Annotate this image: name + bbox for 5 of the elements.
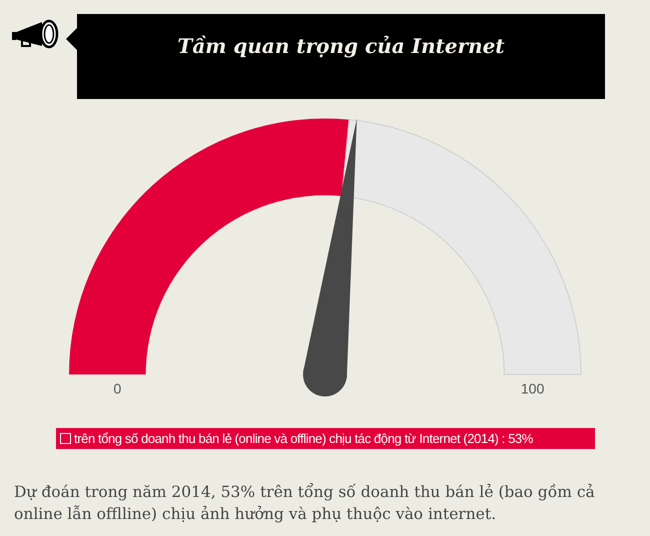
legend-label: trên tổng số doanh thu bán lẻ (online và offline) chịu tác động từ Internet (2014) : 53% (74, 430, 533, 448)
chart-title: Tầm quan trọng của Internet (176, 34, 506, 58)
text: 100 (520, 380, 544, 396)
text: 0 (114, 380, 122, 396)
text: Dự đoán trong năm 2014, 53% trên tổng số doanh thu bán lẻ (bao gồm cả online lẫn offlline) chịu ảnh hưởng và phụ thuộc vào internet. (14, 482, 596, 525)
